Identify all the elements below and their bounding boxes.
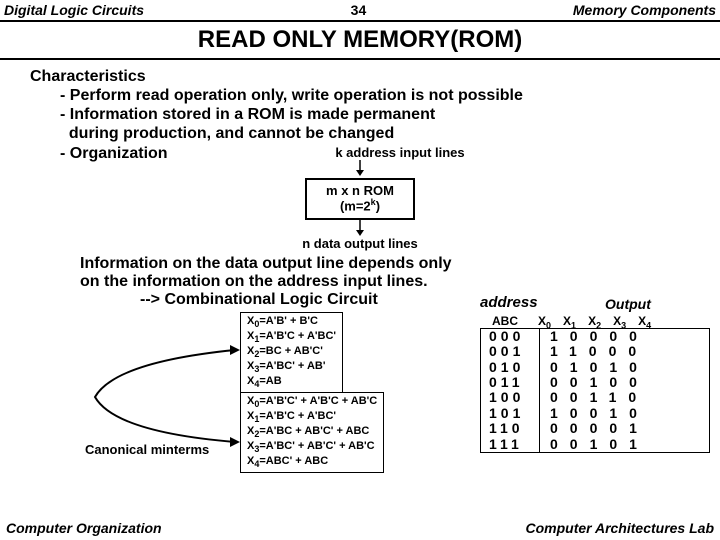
bullet-1: - Perform read operation only, write ope…	[60, 86, 690, 105]
header: Digital Logic Circuits 34 Memory Compone…	[0, 0, 720, 22]
table-row: 00111000	[480, 344, 710, 359]
equations-canonical: X0=A'B'C' + A'B'C + AB'C X1=A'B'C + A'BC…	[240, 392, 384, 473]
info-line1: Information on the data output line depe…	[80, 255, 690, 273]
info-line2: on the information on the address input …	[80, 273, 690, 291]
n-data-label: n data output lines	[30, 236, 690, 251]
info-block: Information on the data output line depe…	[80, 255, 690, 310]
table-row: 01001010	[480, 360, 710, 375]
curve-arrow-icon	[85, 342, 245, 452]
output-label: Output	[605, 296, 651, 312]
bullet-2b: during production, and cannot be changed	[60, 124, 690, 143]
arrow-down-icon	[353, 160, 367, 176]
header-right: Memory Components	[573, 2, 716, 18]
equations-simplified: X0=A'B' + B'C X1=A'B'C + A'BC' X2=BC + A…	[240, 312, 343, 393]
header-left: Digital Logic Circuits	[4, 2, 144, 18]
rom-line1: m x n ROM	[307, 184, 413, 198]
footer: Computer Organization Computer Architect…	[0, 520, 720, 536]
section-heading: Characteristics	[30, 68, 690, 86]
arrow-down-icon	[353, 220, 367, 236]
footer-left: Computer Organization	[6, 520, 162, 536]
bullet-2: - Information stored in a ROM is made pe…	[60, 105, 690, 124]
content: Characteristics - Perform read operation…	[0, 60, 720, 320]
table-row: 11100101	[480, 437, 710, 453]
table-row: 10000110	[480, 390, 710, 405]
header-center: 34	[351, 2, 367, 18]
page-title: READ ONLY MEMORY(ROM)	[0, 22, 720, 60]
rom-line2: (m=2k)	[307, 198, 413, 214]
table-row: 00010000	[480, 328, 710, 344]
truth-table: 00010000 00111000 01001010 01100100 1000…	[480, 328, 710, 453]
bullet-3: - Organization	[60, 144, 168, 163]
k-address-label: k address input lines	[110, 145, 690, 160]
table-row: 11000001	[480, 421, 710, 436]
rom-box: m x n ROM (m=2k)	[305, 178, 415, 220]
table-row: 10110010	[480, 406, 710, 421]
address-label: address	[480, 294, 538, 311]
canonical-label: Canonical minterms	[85, 442, 209, 457]
table-row: 01100100	[480, 375, 710, 390]
footer-right: Computer Architectures Lab	[525, 520, 714, 536]
